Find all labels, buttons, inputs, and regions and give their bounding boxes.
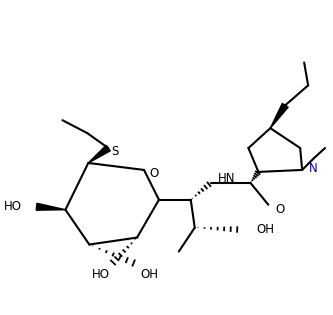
Text: N: N xyxy=(309,163,318,175)
Text: OH: OH xyxy=(256,223,274,236)
Text: OH: OH xyxy=(140,268,158,281)
Polygon shape xyxy=(270,103,288,128)
Polygon shape xyxy=(36,203,65,210)
Text: HN: HN xyxy=(218,172,235,186)
Text: HO: HO xyxy=(92,268,110,281)
Text: HO: HO xyxy=(4,200,22,213)
Text: O: O xyxy=(275,203,285,216)
Polygon shape xyxy=(88,145,110,163)
Text: S: S xyxy=(111,145,119,158)
Text: O: O xyxy=(149,167,158,180)
